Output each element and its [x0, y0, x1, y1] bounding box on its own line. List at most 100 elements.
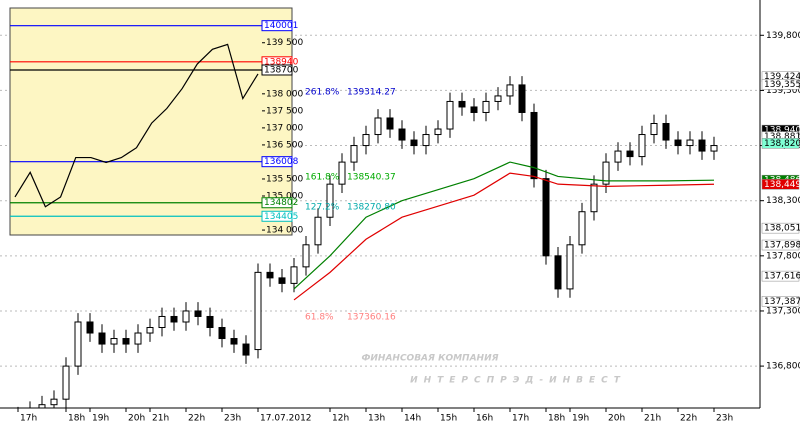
inset-level-label: 136008: [264, 157, 299, 167]
candle-body: [410, 139, 418, 147]
inset-y-tick-label: 135 500: [266, 174, 303, 184]
inset-y-tick-label: 137 000: [266, 123, 303, 133]
candle-body: [290, 266, 298, 284]
price-tag: [761, 239, 800, 251]
x-tick-label: 15h: [440, 414, 457, 424]
x-tick-label: 17h: [20, 414, 37, 424]
price-tag-label: 137,898: [764, 241, 800, 251]
price-tag: [761, 79, 800, 90]
candle-body: [686, 139, 694, 147]
price-tag: [761, 222, 800, 234]
inset-y-tick-label: 137 500: [266, 106, 303, 116]
candle-body: [398, 128, 406, 141]
fib-price: 138270.80: [347, 203, 396, 213]
candle-body: [110, 338, 118, 345]
candle-body: [350, 145, 358, 163]
x-tick-label: 20h: [128, 414, 145, 424]
x-tick-label: 20h: [608, 414, 625, 424]
candle-body: [218, 327, 226, 340]
price-tag-label: 138,051: [764, 224, 800, 234]
y-tick-label: 136,800: [766, 362, 800, 372]
candle-body: [470, 106, 478, 113]
x-tick-label: 22h: [188, 414, 205, 424]
y-tick-label: 138,300: [766, 196, 800, 206]
price-tag-label: 139,424: [764, 72, 800, 82]
candle-body: [554, 255, 562, 290]
x-tick-label: 17.07.2012: [260, 414, 312, 424]
candle-body: [230, 338, 238, 345]
candle-body: [542, 178, 550, 257]
inset-y-tick-label: 139 500: [266, 38, 303, 48]
price-tag: [761, 138, 800, 149]
x-tick-label: 21h: [152, 414, 169, 424]
x-tick-label: 17h: [512, 414, 529, 424]
price-tag: [761, 179, 800, 190]
inset-level-box: [261, 197, 293, 209]
inset-chart: 134 000 135 000 135 500 136 500 137 000 137 5…: [9, 7, 303, 236]
inset-y-tick-label: 134 000: [266, 226, 303, 236]
y-tick-label: 139,800: [766, 31, 800, 41]
fib-level: 261.8%: [305, 88, 340, 98]
fib-price: 139314.27: [347, 88, 396, 98]
inset-y-tick-label: 138 000: [266, 89, 303, 99]
inset-level-label: 138700: [264, 65, 299, 75]
candle-body: [182, 310, 190, 323]
candle-body: [254, 271, 262, 351]
candle-body: [86, 321, 94, 334]
x-tick-label: 18h: [68, 414, 85, 424]
candle-body: [710, 145, 718, 152]
x-tick-label: 19h: [572, 414, 589, 424]
candle-body: [362, 134, 370, 147]
candle-body: [158, 315, 166, 329]
x-tick-label: 21h: [644, 414, 661, 424]
fib-level: 127.2%: [305, 203, 340, 213]
indicator-line: [293, 161, 715, 290]
fib-level: 61.8%: [305, 313, 334, 323]
watermark: ИНТЕРСПРЭД-ИНВЕСТ: [410, 376, 626, 386]
candle-body: [566, 244, 574, 290]
candle-body: [278, 277, 286, 284]
candle-body: [98, 332, 106, 345]
y-tick-label: 139,300: [766, 86, 800, 96]
inset-level-label: 134405: [264, 212, 298, 222]
x-tick-label: 12h: [332, 414, 349, 424]
candle-body: [50, 398, 58, 406]
y-tick-label: 137,300: [766, 306, 800, 316]
candle-body: [338, 161, 346, 185]
candle-body: [518, 84, 526, 113]
x-tick-label: 18h: [548, 414, 565, 424]
candle-body: [458, 100, 466, 108]
price-tag-label: 139,355: [764, 80, 800, 90]
inset-price-line: [14, 43, 259, 208]
watermark: ФИНАНСОВАЯ КОМПАНИЯ: [361, 354, 498, 364]
price-tag-label: 138,940: [764, 126, 800, 136]
axes: 136,800137,300137,800138,300138,800139,3…: [17, 31, 800, 424]
price-tag-label: 137,616: [764, 272, 800, 282]
candle-body: [266, 271, 274, 279]
inset-level-label: 134802: [264, 198, 298, 208]
x-tick-label: 23h: [224, 414, 241, 424]
inset-level-box: [261, 64, 293, 76]
candle-body: [494, 95, 502, 102]
x-tick-label: 14h: [404, 414, 421, 424]
inset-y-tick-label: 136 500: [266, 140, 303, 150]
inset-level-box: [261, 156, 293, 168]
candle-body: [170, 315, 178, 323]
candle-body: [38, 404, 46, 408]
price-tag: [761, 296, 800, 307]
x-tick-label: 16h: [476, 414, 493, 424]
x-tick-label: 13h: [368, 414, 385, 424]
candle-body: [614, 150, 622, 163]
inset-y-tick-label: 135 000: [266, 192, 303, 202]
candle-body: [386, 117, 394, 130]
candle-body: [146, 327, 154, 334]
candle-body: [434, 128, 442, 136]
candle-body: [374, 117, 382, 136]
candle-body: [698, 139, 706, 152]
candle-body: [662, 123, 670, 141]
fib-price: 138540.37: [347, 173, 396, 183]
price-tag: [761, 270, 800, 282]
candle-body: [578, 211, 586, 246]
y-tick-label: 137,800: [766, 251, 800, 261]
